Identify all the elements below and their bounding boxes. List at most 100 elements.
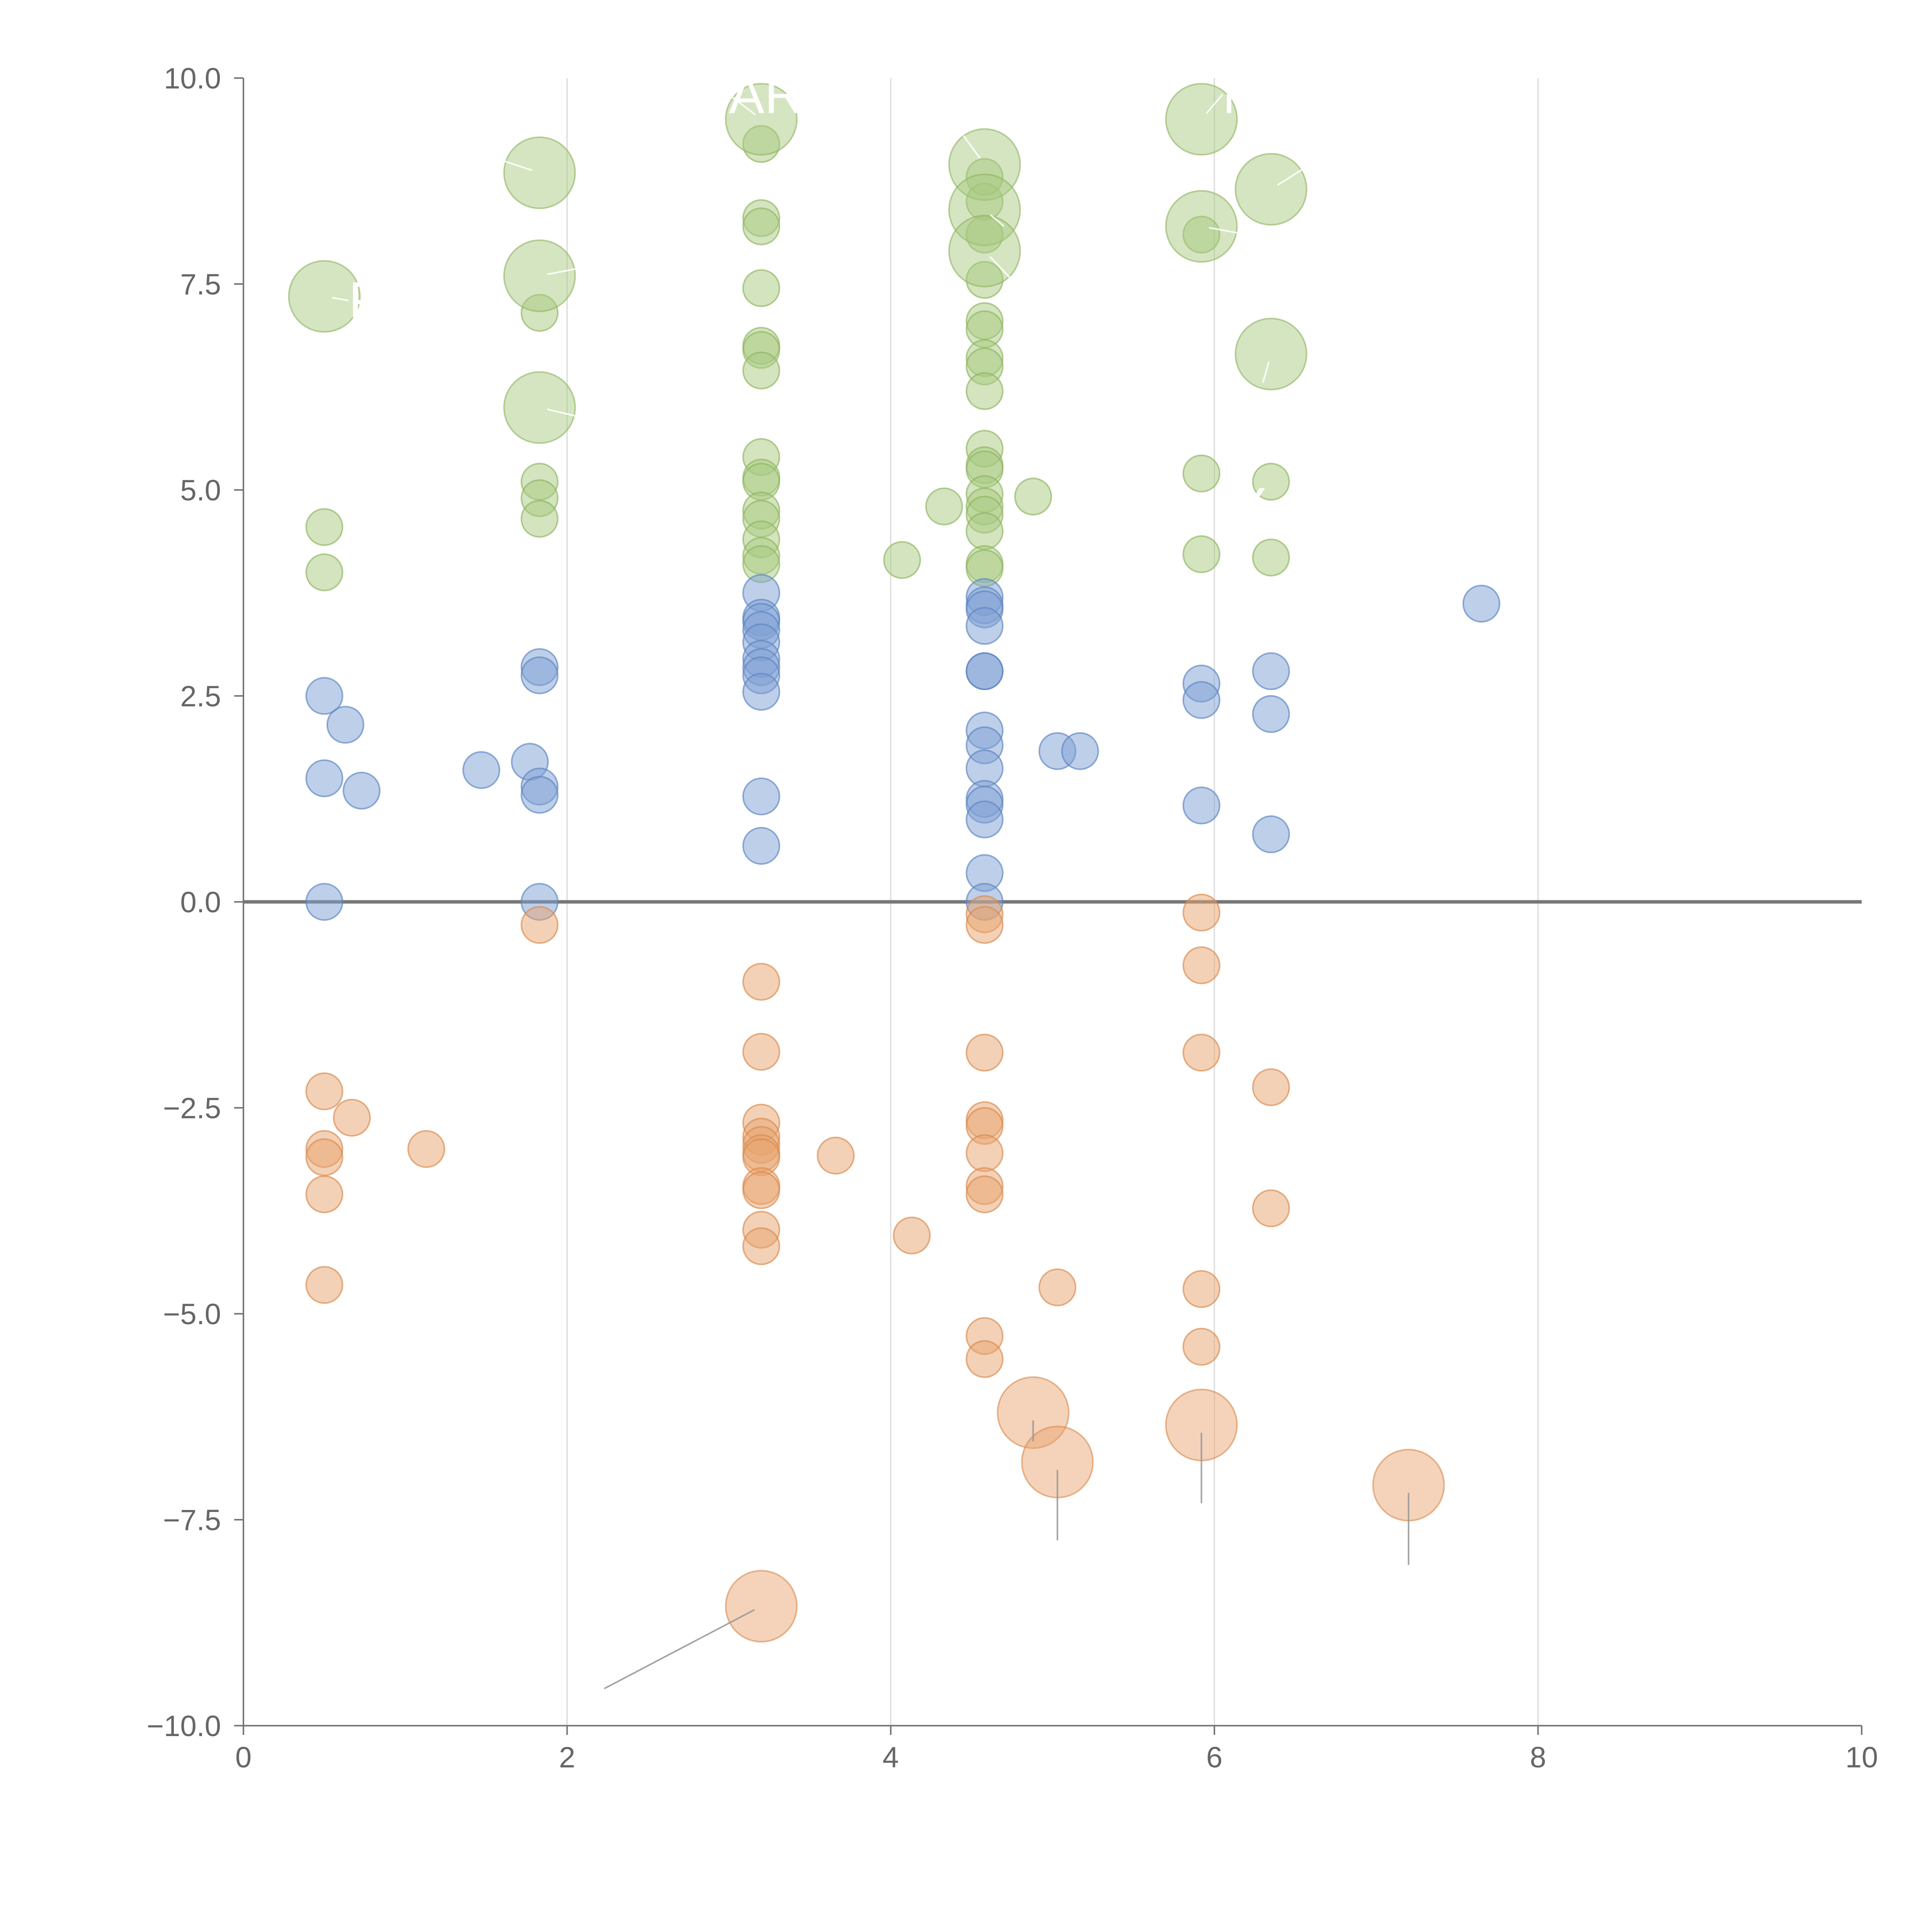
green-bubble bbox=[1252, 463, 1290, 501]
leader-line bbox=[963, 135, 981, 159]
orange-bubble bbox=[742, 963, 781, 1001]
green-large-bubble bbox=[948, 128, 1021, 201]
small-bubbles bbox=[305, 125, 1500, 1378]
bubble-label: F bbox=[349, 271, 381, 331]
green-large-bubble bbox=[503, 136, 576, 209]
large-bubbles bbox=[288, 83, 1445, 1643]
x-tick-label: 0 bbox=[235, 1741, 252, 1774]
blue-bubble bbox=[326, 706, 364, 744]
green-bubble bbox=[883, 541, 921, 579]
leader-line bbox=[332, 297, 349, 301]
y-tick-label: 2.5 bbox=[180, 680, 221, 713]
y-tick-label: −10.0 bbox=[147, 1710, 221, 1743]
green-large-bubble bbox=[948, 214, 1021, 287]
orange-bubble bbox=[305, 1266, 344, 1304]
y-tick-label: 5.0 bbox=[180, 474, 221, 507]
green-bubble bbox=[966, 261, 1004, 299]
green-large-bubble bbox=[725, 83, 798, 156]
orange-bubble bbox=[966, 1134, 1004, 1172]
x-tick-label: 4 bbox=[883, 1741, 899, 1774]
bubble-label: Y bbox=[1231, 477, 1266, 537]
green-bubble bbox=[305, 508, 344, 546]
orange-bubble bbox=[1182, 1270, 1221, 1308]
green-bubble bbox=[966, 512, 1004, 550]
blue-bubble bbox=[1462, 585, 1500, 623]
x-tick-label: 6 bbox=[1206, 1741, 1223, 1774]
orange-bubble bbox=[742, 1033, 781, 1071]
green-bubble bbox=[1182, 535, 1221, 573]
leader-line bbox=[547, 267, 583, 275]
bubble-label: MBC bbox=[1223, 65, 1341, 125]
blue-bubble bbox=[520, 776, 559, 814]
orange-bubble bbox=[305, 1138, 344, 1176]
leader-line bbox=[728, 94, 756, 116]
blue-bubble bbox=[742, 777, 781, 816]
leader-lines bbox=[332, 94, 1410, 1689]
bubble-label: CA bbox=[1058, 1511, 1132, 1570]
axes: 0 2 4 6 8 10 10.0 7.5 5.0 2.5 0.0 −2.5 −5.0 −7.5 −10.0 bbox=[147, 62, 1878, 1774]
orange-bubble bbox=[333, 1099, 371, 1137]
orange-bubble bbox=[407, 1130, 446, 1168]
orange-bubble bbox=[966, 1175, 1004, 1213]
green-bubble bbox=[742, 207, 781, 245]
orange-bubble bbox=[305, 1072, 344, 1111]
blue-bubble bbox=[1252, 652, 1290, 690]
y-tick-label: −2.5 bbox=[163, 1092, 221, 1125]
orange-bubble bbox=[1182, 893, 1221, 932]
blue-bubble bbox=[742, 827, 781, 865]
y-tick-label: 0.0 bbox=[180, 886, 221, 919]
orange-bubble bbox=[966, 906, 1004, 944]
y-tick-label: 10.0 bbox=[164, 62, 221, 95]
blue-bubble bbox=[742, 673, 781, 711]
blue-bubble bbox=[305, 883, 344, 921]
green-large-bubble bbox=[1235, 318, 1308, 391]
orange-bubble bbox=[1182, 1034, 1221, 1072]
green-large-bubble bbox=[288, 260, 361, 333]
green-large-bubble bbox=[1165, 190, 1238, 263]
y-tick-label: 7.5 bbox=[180, 268, 221, 301]
leader-line bbox=[1262, 361, 1270, 383]
blue-bubble bbox=[462, 751, 500, 789]
blue-bubble bbox=[966, 800, 1004, 838]
leader-line bbox=[502, 160, 533, 171]
orange-bubble bbox=[305, 1175, 344, 1213]
orange-bubble bbox=[816, 1136, 855, 1175]
orange-bubble bbox=[1038, 1268, 1077, 1306]
orange-bubble bbox=[1182, 1328, 1221, 1366]
green-bubble bbox=[305, 553, 344, 592]
orange-large-bubble bbox=[997, 1376, 1070, 1449]
blue-bubble bbox=[305, 759, 344, 798]
orange-bubble bbox=[742, 1171, 781, 1209]
green-large-bubble bbox=[1165, 83, 1238, 156]
green-large-bubble bbox=[503, 371, 576, 444]
x-tick-label: 2 bbox=[559, 1741, 575, 1774]
green-large-bubble bbox=[1235, 153, 1308, 226]
blue-bubble bbox=[966, 607, 1004, 645]
leader-line bbox=[1206, 94, 1223, 114]
green-bubble bbox=[1182, 454, 1221, 493]
blue-bubble bbox=[342, 772, 381, 810]
y-tick-label: −7.5 bbox=[163, 1504, 221, 1537]
blue-bubble bbox=[1252, 815, 1290, 854]
green-bubble bbox=[520, 500, 559, 538]
orange-bubble bbox=[966, 1340, 1004, 1378]
blue-bubble bbox=[1182, 681, 1221, 719]
leader-line bbox=[989, 256, 1013, 281]
orange-bubble bbox=[893, 1216, 931, 1255]
green-large-bubble bbox=[948, 173, 1021, 247]
green-bubble bbox=[966, 372, 1004, 410]
green-bubble bbox=[520, 294, 559, 332]
leader-line bbox=[547, 408, 575, 417]
blue-bubble bbox=[1061, 732, 1099, 770]
blue-bubble bbox=[1182, 786, 1221, 825]
green-bubble bbox=[742, 269, 781, 307]
orange-bubble bbox=[520, 906, 559, 944]
orange-bubble bbox=[742, 1227, 781, 1265]
orange-bubble bbox=[1252, 1189, 1290, 1228]
blue-bubble bbox=[305, 677, 344, 715]
orange-bubble bbox=[966, 1034, 1004, 1072]
bubble-label: A bbox=[1012, 250, 1048, 310]
leader-line bbox=[1209, 227, 1247, 236]
green-large-bubble bbox=[503, 239, 576, 312]
